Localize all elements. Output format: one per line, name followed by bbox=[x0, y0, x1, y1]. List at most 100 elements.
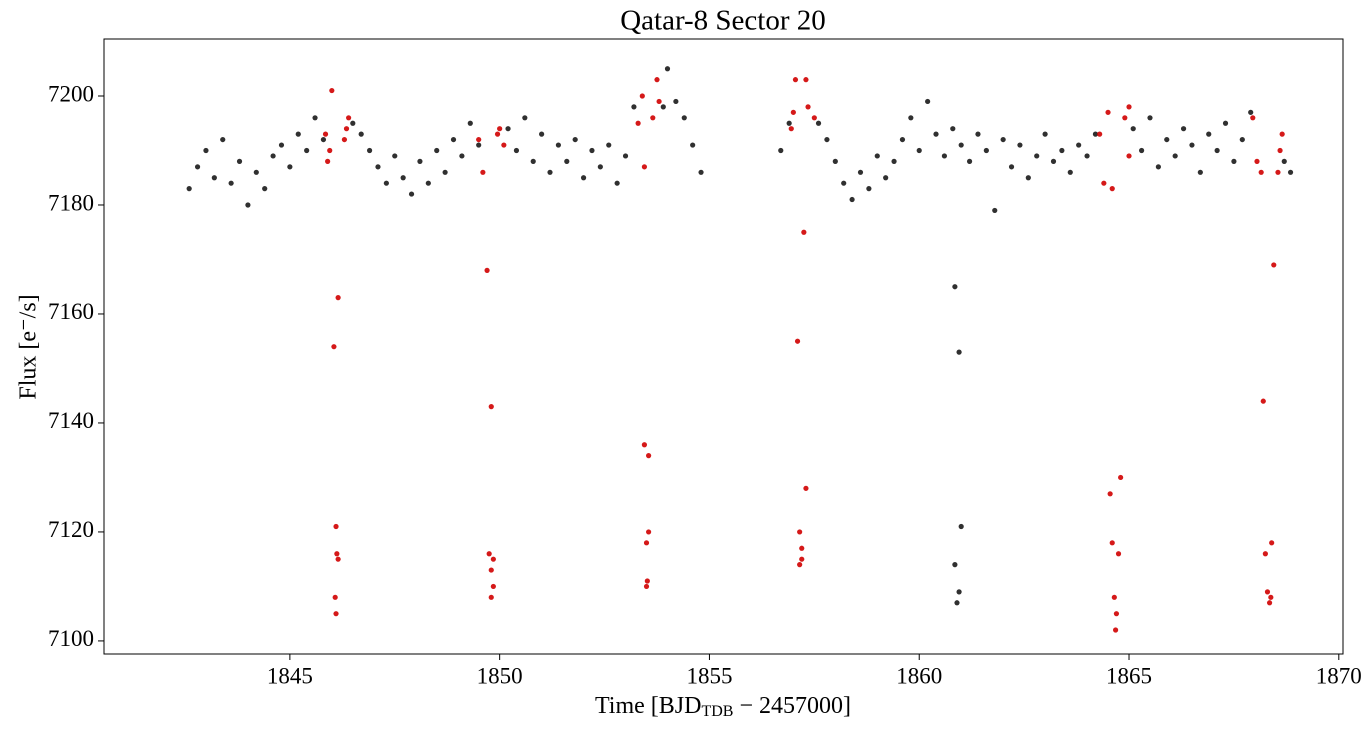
data-point bbox=[849, 196, 855, 203]
data-point bbox=[883, 175, 889, 181]
data-point bbox=[925, 98, 931, 105]
data-point bbox=[1115, 551, 1122, 557]
data-point bbox=[572, 136, 578, 143]
data-point bbox=[1266, 600, 1273, 606]
data-point bbox=[494, 131, 501, 137]
data-point bbox=[1130, 126, 1136, 132]
data-point bbox=[1105, 109, 1111, 115]
data-point bbox=[1017, 142, 1023, 148]
data-point bbox=[1258, 169, 1264, 175]
data-point bbox=[490, 583, 496, 590]
data-point bbox=[211, 175, 217, 181]
data-point bbox=[1254, 158, 1260, 164]
data-point bbox=[1250, 115, 1256, 121]
data-point bbox=[501, 142, 507, 148]
data-point bbox=[891, 158, 897, 164]
data-point bbox=[933, 131, 939, 137]
data-point bbox=[486, 551, 492, 557]
data-point bbox=[643, 540, 650, 546]
data-point bbox=[597, 164, 603, 170]
data-point bbox=[786, 120, 792, 126]
data-point bbox=[958, 523, 964, 530]
data-point bbox=[333, 611, 339, 617]
data-point bbox=[1189, 142, 1195, 148]
data-point bbox=[522, 115, 528, 121]
data-point bbox=[958, 142, 964, 148]
data-point bbox=[1271, 262, 1277, 268]
data-point bbox=[484, 267, 490, 273]
data-point bbox=[480, 169, 486, 175]
data-point bbox=[1107, 491, 1113, 497]
data-point bbox=[983, 147, 989, 154]
data-point bbox=[186, 186, 192, 192]
data-point bbox=[622, 153, 629, 159]
data-point bbox=[555, 142, 561, 148]
data-point bbox=[660, 104, 666, 110]
data-point bbox=[1268, 594, 1274, 600]
x-tick-label: 1860 bbox=[896, 663, 942, 688]
data-point bbox=[366, 147, 373, 154]
data-point bbox=[664, 66, 671, 72]
data-point bbox=[1000, 136, 1006, 143]
data-point bbox=[334, 551, 340, 557]
data-point bbox=[644, 578, 650, 584]
data-point bbox=[1092, 131, 1099, 137]
data-point bbox=[1111, 594, 1117, 600]
data-point bbox=[332, 594, 338, 600]
data-point bbox=[1034, 153, 1040, 159]
data-point bbox=[1097, 131, 1103, 137]
y-axis-label: Flux [e⁻/s] bbox=[16, 294, 42, 399]
data-point bbox=[539, 131, 545, 137]
data-point bbox=[941, 153, 948, 159]
data-point bbox=[1262, 551, 1268, 557]
x-tick-label: 1845 bbox=[267, 663, 313, 688]
data-point bbox=[1164, 136, 1170, 143]
x-tick-label: 1870 bbox=[1316, 663, 1362, 688]
data-point bbox=[1279, 131, 1285, 137]
data-point bbox=[343, 126, 350, 132]
data-point bbox=[639, 93, 645, 99]
data-point bbox=[1067, 169, 1073, 175]
data-point bbox=[641, 442, 648, 448]
data-point bbox=[375, 164, 381, 170]
data-point bbox=[916, 147, 922, 154]
data-point bbox=[350, 120, 356, 126]
data-point bbox=[1122, 115, 1128, 121]
data-point bbox=[320, 136, 327, 143]
data-point bbox=[335, 556, 341, 562]
data-point bbox=[1275, 169, 1281, 175]
data-point bbox=[236, 158, 243, 164]
data-point bbox=[690, 142, 696, 148]
data-point bbox=[857, 169, 864, 175]
data-point bbox=[341, 136, 348, 143]
data-point bbox=[476, 142, 482, 148]
data-point bbox=[434, 147, 440, 154]
x-label-part: Time [BJD bbox=[595, 693, 701, 719]
data-point bbox=[1260, 398, 1266, 404]
data-point bbox=[589, 147, 595, 154]
x-axis-label: Time [BJDTDB − 2457000] bbox=[595, 693, 851, 720]
data-point bbox=[450, 136, 457, 143]
data-point bbox=[505, 126, 511, 132]
data-point bbox=[631, 104, 637, 110]
data-point bbox=[400, 175, 406, 181]
data-point bbox=[564, 158, 570, 164]
data-point bbox=[797, 529, 803, 535]
x-tick-label: 1850 bbox=[477, 663, 523, 688]
data-point bbox=[975, 131, 981, 137]
data-point bbox=[295, 131, 301, 137]
data-point bbox=[805, 104, 811, 110]
data-point bbox=[1112, 627, 1119, 633]
data-point bbox=[799, 556, 805, 562]
x-tick-label: 1865 bbox=[1106, 663, 1152, 688]
data-point bbox=[1155, 164, 1161, 170]
data-point bbox=[874, 153, 880, 159]
data-point bbox=[794, 338, 801, 344]
data-point bbox=[1059, 147, 1065, 154]
data-point bbox=[1025, 175, 1031, 181]
data-point bbox=[1222, 120, 1229, 126]
data-point bbox=[220, 136, 226, 143]
y-tick-label: 7100 bbox=[48, 626, 94, 651]
data-point bbox=[1172, 153, 1178, 159]
data-point bbox=[331, 344, 337, 350]
